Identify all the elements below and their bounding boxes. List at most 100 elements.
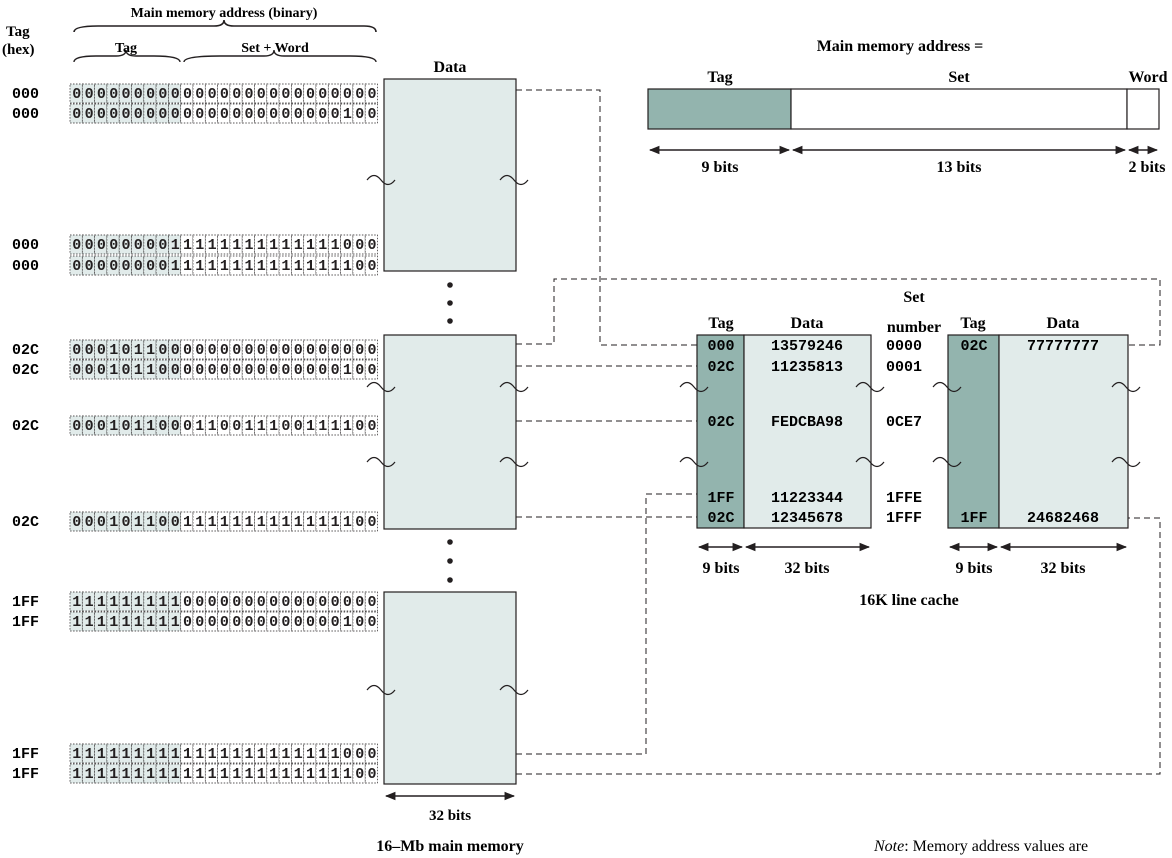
- address-field-tag: [647, 88, 792, 130]
- cache-way0-tag-bits: 9 bits: [703, 560, 740, 577]
- left-headers: Tag (hex) Main memory address (binary) T…: [2, 6, 466, 76]
- binary-bit-cell: [364, 234, 378, 255]
- binary-bit-cell: [327, 234, 341, 255]
- cache-set-number: 0001: [886, 359, 922, 376]
- cache-way1-tag-header: Tag: [960, 315, 985, 332]
- binary-bit-cell: [352, 83, 366, 104]
- memory-block-3: [383, 591, 517, 785]
- binary-bit-cell: [266, 255, 280, 276]
- set-number-header-line2: number: [887, 319, 941, 336]
- cache-way0-line: 02C 11235813: [707, 359, 843, 376]
- break-mark: [1111, 456, 1141, 468]
- cache-set-number: 1FFF: [886, 510, 922, 527]
- binary-bit-cell: [327, 359, 341, 380]
- binary-bit-cell: [364, 339, 378, 360]
- binary-address-cells: [69, 234, 378, 255]
- cache-way1-line: 02C 77777777: [960, 338, 1099, 355]
- binary-address-cells: [69, 255, 378, 276]
- break-mark: [499, 456, 529, 468]
- memory-caption: 16–Mb main memory: [376, 838, 524, 855]
- binary-bit-cell: [266, 415, 280, 436]
- binary-bit-cell: [266, 83, 280, 104]
- binary-bit-cell: [364, 611, 378, 632]
- ellipsis-dot: [447, 539, 453, 545]
- binary-bit-cell: [352, 103, 366, 124]
- binary-address-cells: [69, 415, 378, 436]
- break-mark: [366, 684, 396, 696]
- binary-bit-cell: [352, 255, 366, 276]
- memory-row-tag-bits: 111111111: [72, 594, 179, 611]
- memory-row-tag-bits: 111111111: [72, 614, 179, 631]
- cache-way0-data-column: [743, 334, 872, 529]
- break-mark: [679, 381, 709, 393]
- address-field-set: [790, 88, 1128, 130]
- ellipsis-dot: [447, 300, 453, 306]
- binary-bit-cell: [327, 511, 341, 532]
- cache-way0-line: 000 13579246: [707, 338, 843, 355]
- cache-headers: Tag Data Set number Tag Data: [708, 289, 1079, 336]
- ellipsis-dot: [447, 577, 453, 583]
- break-mark: [499, 381, 529, 393]
- cache-way0-tag: 000: [707, 338, 734, 355]
- tag-bits-label: 9 bits: [702, 159, 739, 176]
- cache-way1-line: 1FF 24682468: [960, 510, 1099, 527]
- binary-bit-cell: [364, 763, 378, 784]
- map-77777777-to-set-0000-way1: [516, 278, 1161, 346]
- binary-bit-cell: [266, 103, 280, 124]
- tag-hex-header-line2: (hex): [2, 42, 35, 58]
- cache-way0-tag: 02C: [707, 359, 734, 376]
- memory-row-tag-bits: 000101100: [72, 514, 179, 531]
- cache-way0-data-header: Data: [791, 315, 824, 332]
- binary-address-cells: [69, 83, 378, 104]
- binary-bit-cell: [291, 511, 305, 532]
- binary-bit-cell: [327, 103, 341, 124]
- cache-caption: 16K line cache: [859, 592, 959, 609]
- cache-way-0: [679, 334, 885, 529]
- cache-way0-line: 02C FEDCBA98: [707, 414, 843, 431]
- binary-address-cells: [69, 591, 378, 612]
- cache-way0-data: 11235813: [771, 359, 843, 376]
- note-text: Note: Memory address values are: [873, 838, 1088, 855]
- binary-bit-cell: [364, 359, 378, 380]
- binary-bit-cell: [364, 591, 378, 612]
- address-format-title: Main memory address =: [817, 38, 984, 55]
- mapping-lines: [516, 89, 1161, 775]
- break-mark: [499, 174, 529, 186]
- memory-row-tag-hex: 000: [12, 237, 39, 254]
- break-mark: [366, 174, 396, 186]
- tag-hex-header-line1: Tag: [6, 24, 30, 40]
- cache-way0-tag-header: Tag: [708, 315, 733, 332]
- main-address-binary-header: Main memory address (binary): [131, 6, 318, 21]
- binary-bit-cell: [352, 234, 366, 255]
- cache-way0-tag: 02C: [707, 414, 734, 431]
- memory-row: 1FF 111111111 0000000000000100: [12, 611, 378, 632]
- cache-way1-data: 77777777: [1027, 338, 1099, 355]
- cache-way0-tag-column: [696, 334, 745, 529]
- binary-address-cells: [69, 611, 378, 632]
- binary-bit-cell: [364, 743, 378, 764]
- binary-bit-cell: [352, 611, 366, 632]
- address-format: Main memory address = Tag Set Word 9 bit…: [647, 38, 1168, 176]
- memory-block-2: [383, 334, 517, 530]
- binary-bit-cell: [327, 591, 341, 612]
- break-mark: [499, 684, 529, 696]
- binary-bit-cell: [327, 415, 341, 436]
- binary-bit-cell: [364, 103, 378, 124]
- binary-tag-header: Tag: [115, 41, 137, 56]
- binary-bit-cell: [291, 234, 305, 255]
- break-mark: [1111, 381, 1141, 393]
- memory-row-tag-bits: 111111111: [72, 746, 179, 763]
- binary-bit-cell: [266, 763, 280, 784]
- address-field-word-label: Word: [1128, 69, 1167, 86]
- break-mark: [366, 381, 396, 393]
- memory-data-blocks: [366, 78, 529, 785]
- binary-bit-cell: [352, 591, 366, 612]
- memory-row: 000 000000000 0000000000000100: [12, 103, 378, 124]
- binary-bit-cell: [327, 743, 341, 764]
- memory-row-tag-bits: 000101100: [72, 342, 179, 359]
- binary-bit-cell: [266, 511, 280, 532]
- memory-row-tag-bits: 111111111: [72, 766, 179, 783]
- binary-address-cells: [69, 103, 378, 124]
- memory-row-tag-hex: 000: [12, 258, 39, 275]
